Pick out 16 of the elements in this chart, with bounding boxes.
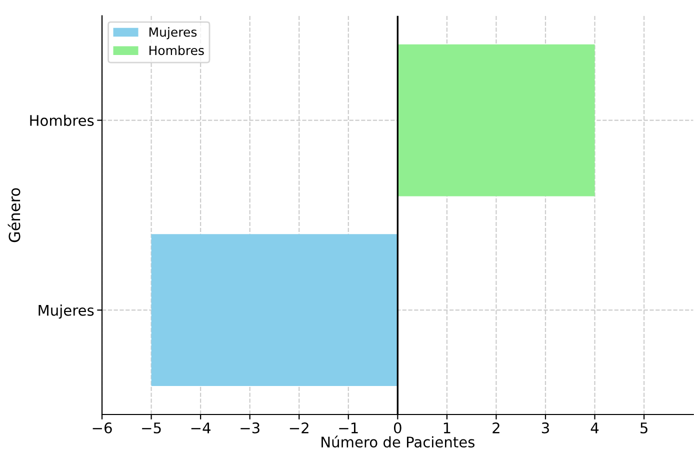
x-tick-label: −3 [240, 422, 260, 434]
legend-label: Mujeres [149, 27, 197, 40]
x-tick-label: 2 [492, 422, 500, 434]
x-tick-label: 3 [542, 422, 549, 434]
x-tick-label: 0 [394, 422, 402, 434]
x-tick-label: 4 [590, 422, 599, 434]
x-tick-label: −2 [290, 422, 308, 434]
x-tick-label: −6 [92, 422, 112, 434]
x-axis-title: Número de Pacientes [322, 436, 474, 448]
x-tick-label: −4 [191, 422, 210, 434]
x-tick-label: −1 [339, 422, 358, 434]
y-axis-title: Género [8, 188, 20, 242]
x-tick-label: 5 [640, 422, 648, 434]
x-tick-label: 1 [444, 422, 450, 434]
x-tick-label: −5 [142, 422, 161, 434]
legend-label: Hombres [149, 45, 204, 56]
